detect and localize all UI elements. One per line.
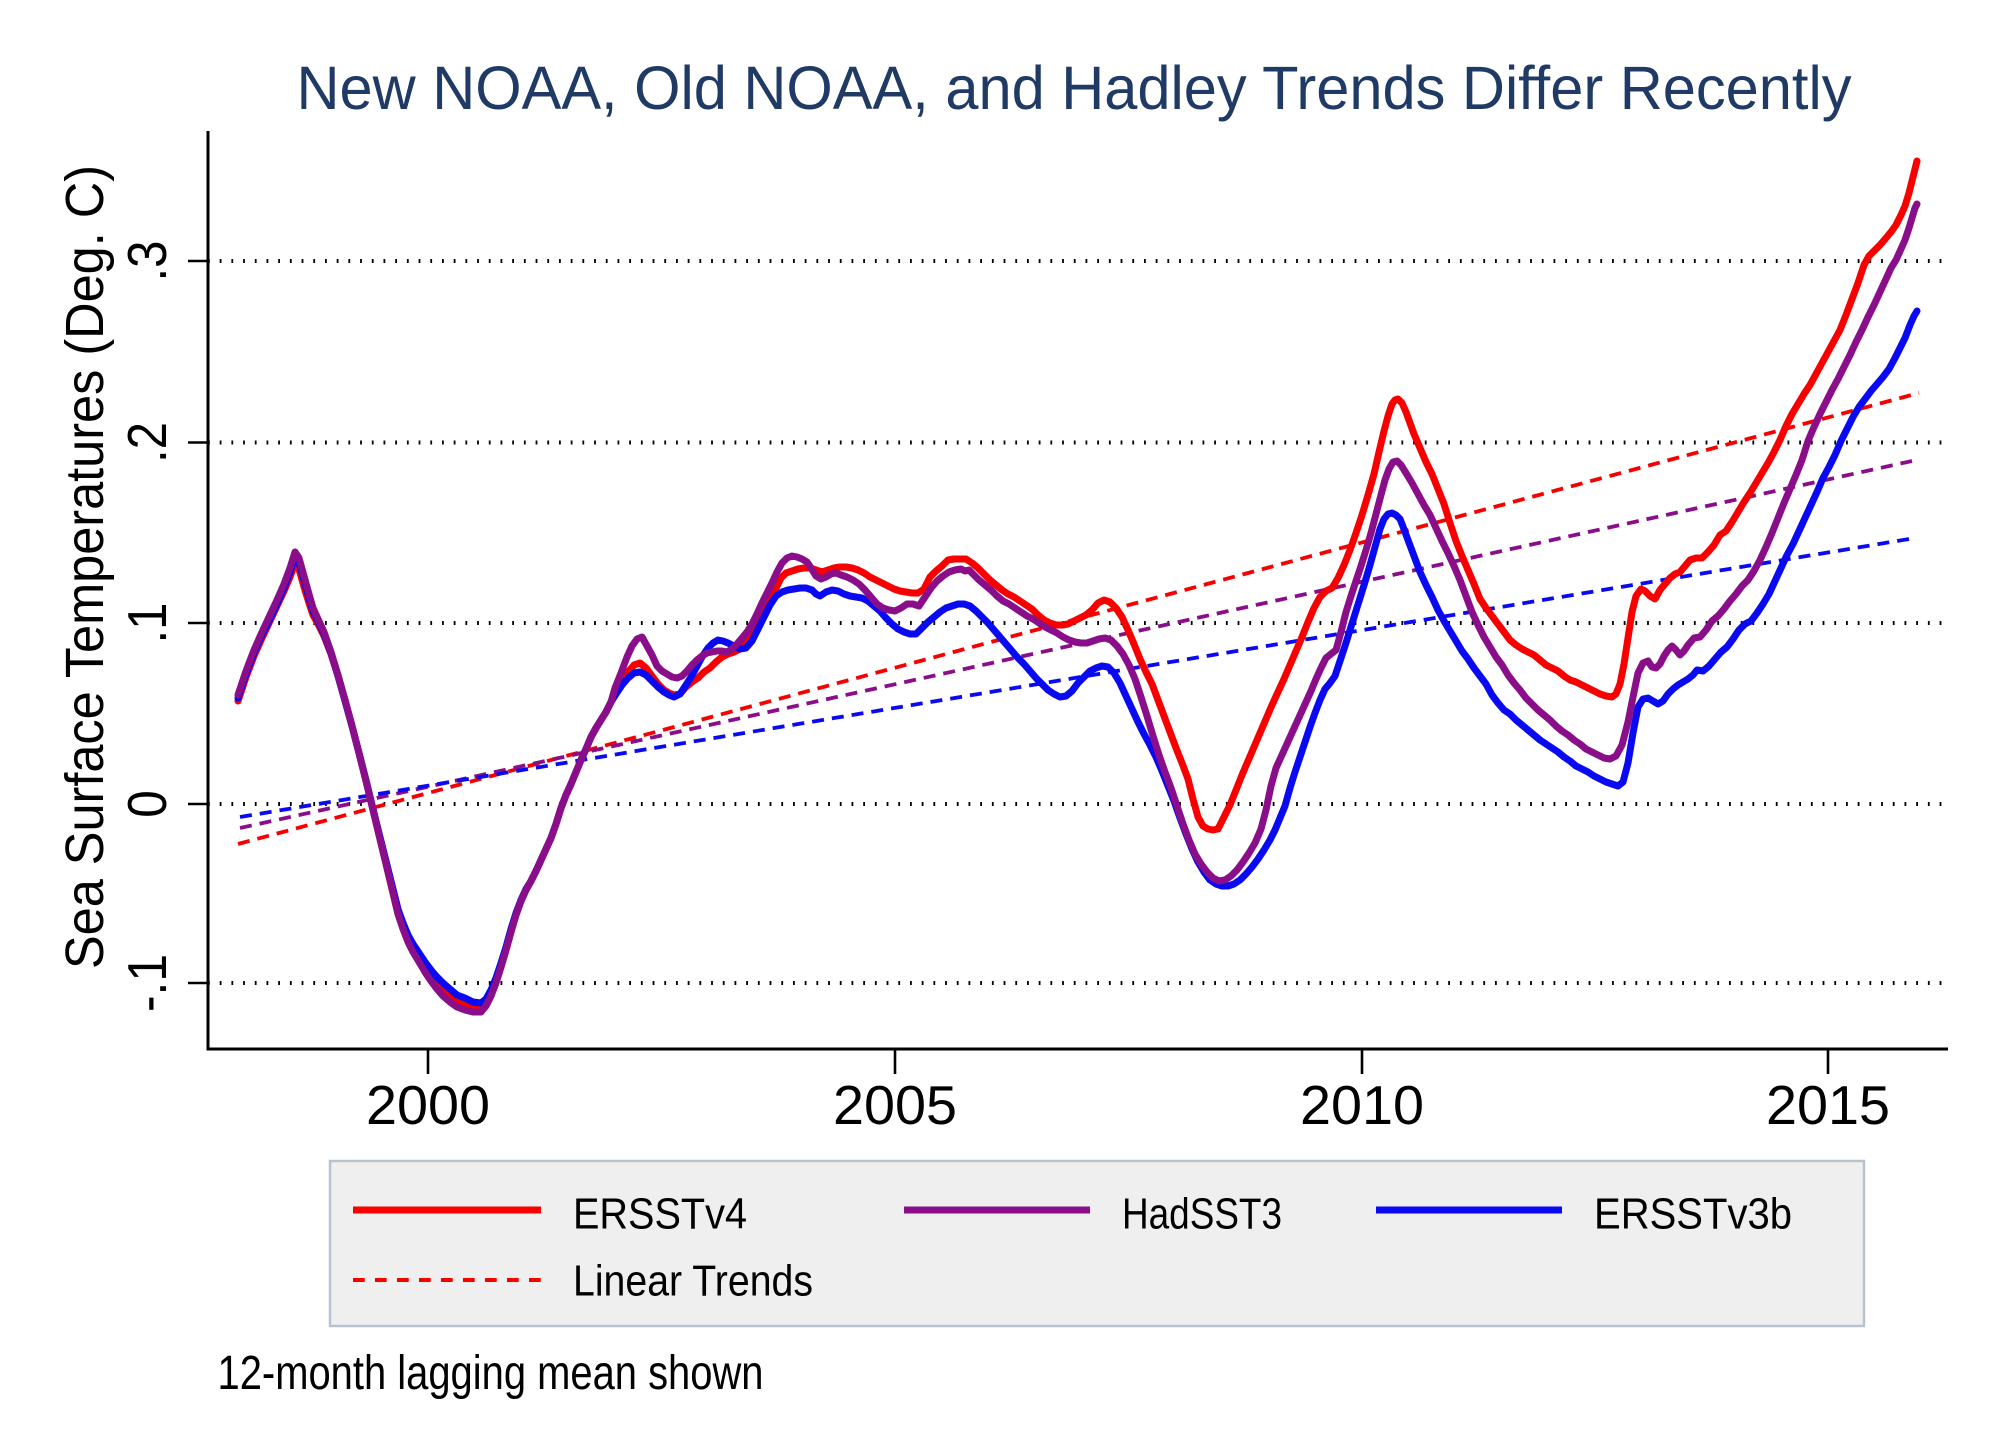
svg-text:Sea Surface Temperatures (Deg.: Sea Surface Temperatures (Deg. C) bbox=[55, 165, 115, 969]
svg-text:2010: 2010 bbox=[1300, 1074, 1424, 1136]
svg-text:-.1: -.1 bbox=[116, 954, 178, 1012]
svg-text:12-month lagging mean shown: 12-month lagging mean shown bbox=[218, 1346, 764, 1400]
svg-text:2000: 2000 bbox=[366, 1074, 490, 1136]
svg-text:Linear Trends: Linear Trends bbox=[573, 1257, 813, 1306]
svg-text:HadSST3: HadSST3 bbox=[1122, 1190, 1282, 1239]
svg-text:2005: 2005 bbox=[833, 1074, 957, 1136]
svg-text:.1: .1 bbox=[116, 603, 178, 644]
svg-text:0: 0 bbox=[116, 790, 178, 818]
svg-text:New NOAA, Old NOAA, and Hadley: New NOAA, Old NOAA, and Hadley Trends Di… bbox=[297, 54, 1852, 123]
svg-text:2015: 2015 bbox=[1766, 1074, 1890, 1136]
svg-text:ERSSTv3b: ERSSTv3b bbox=[1594, 1190, 1792, 1239]
svg-text:ERSSTv4: ERSSTv4 bbox=[573, 1190, 747, 1239]
svg-text:.3: .3 bbox=[116, 241, 178, 282]
svg-text:.2: .2 bbox=[116, 422, 178, 463]
